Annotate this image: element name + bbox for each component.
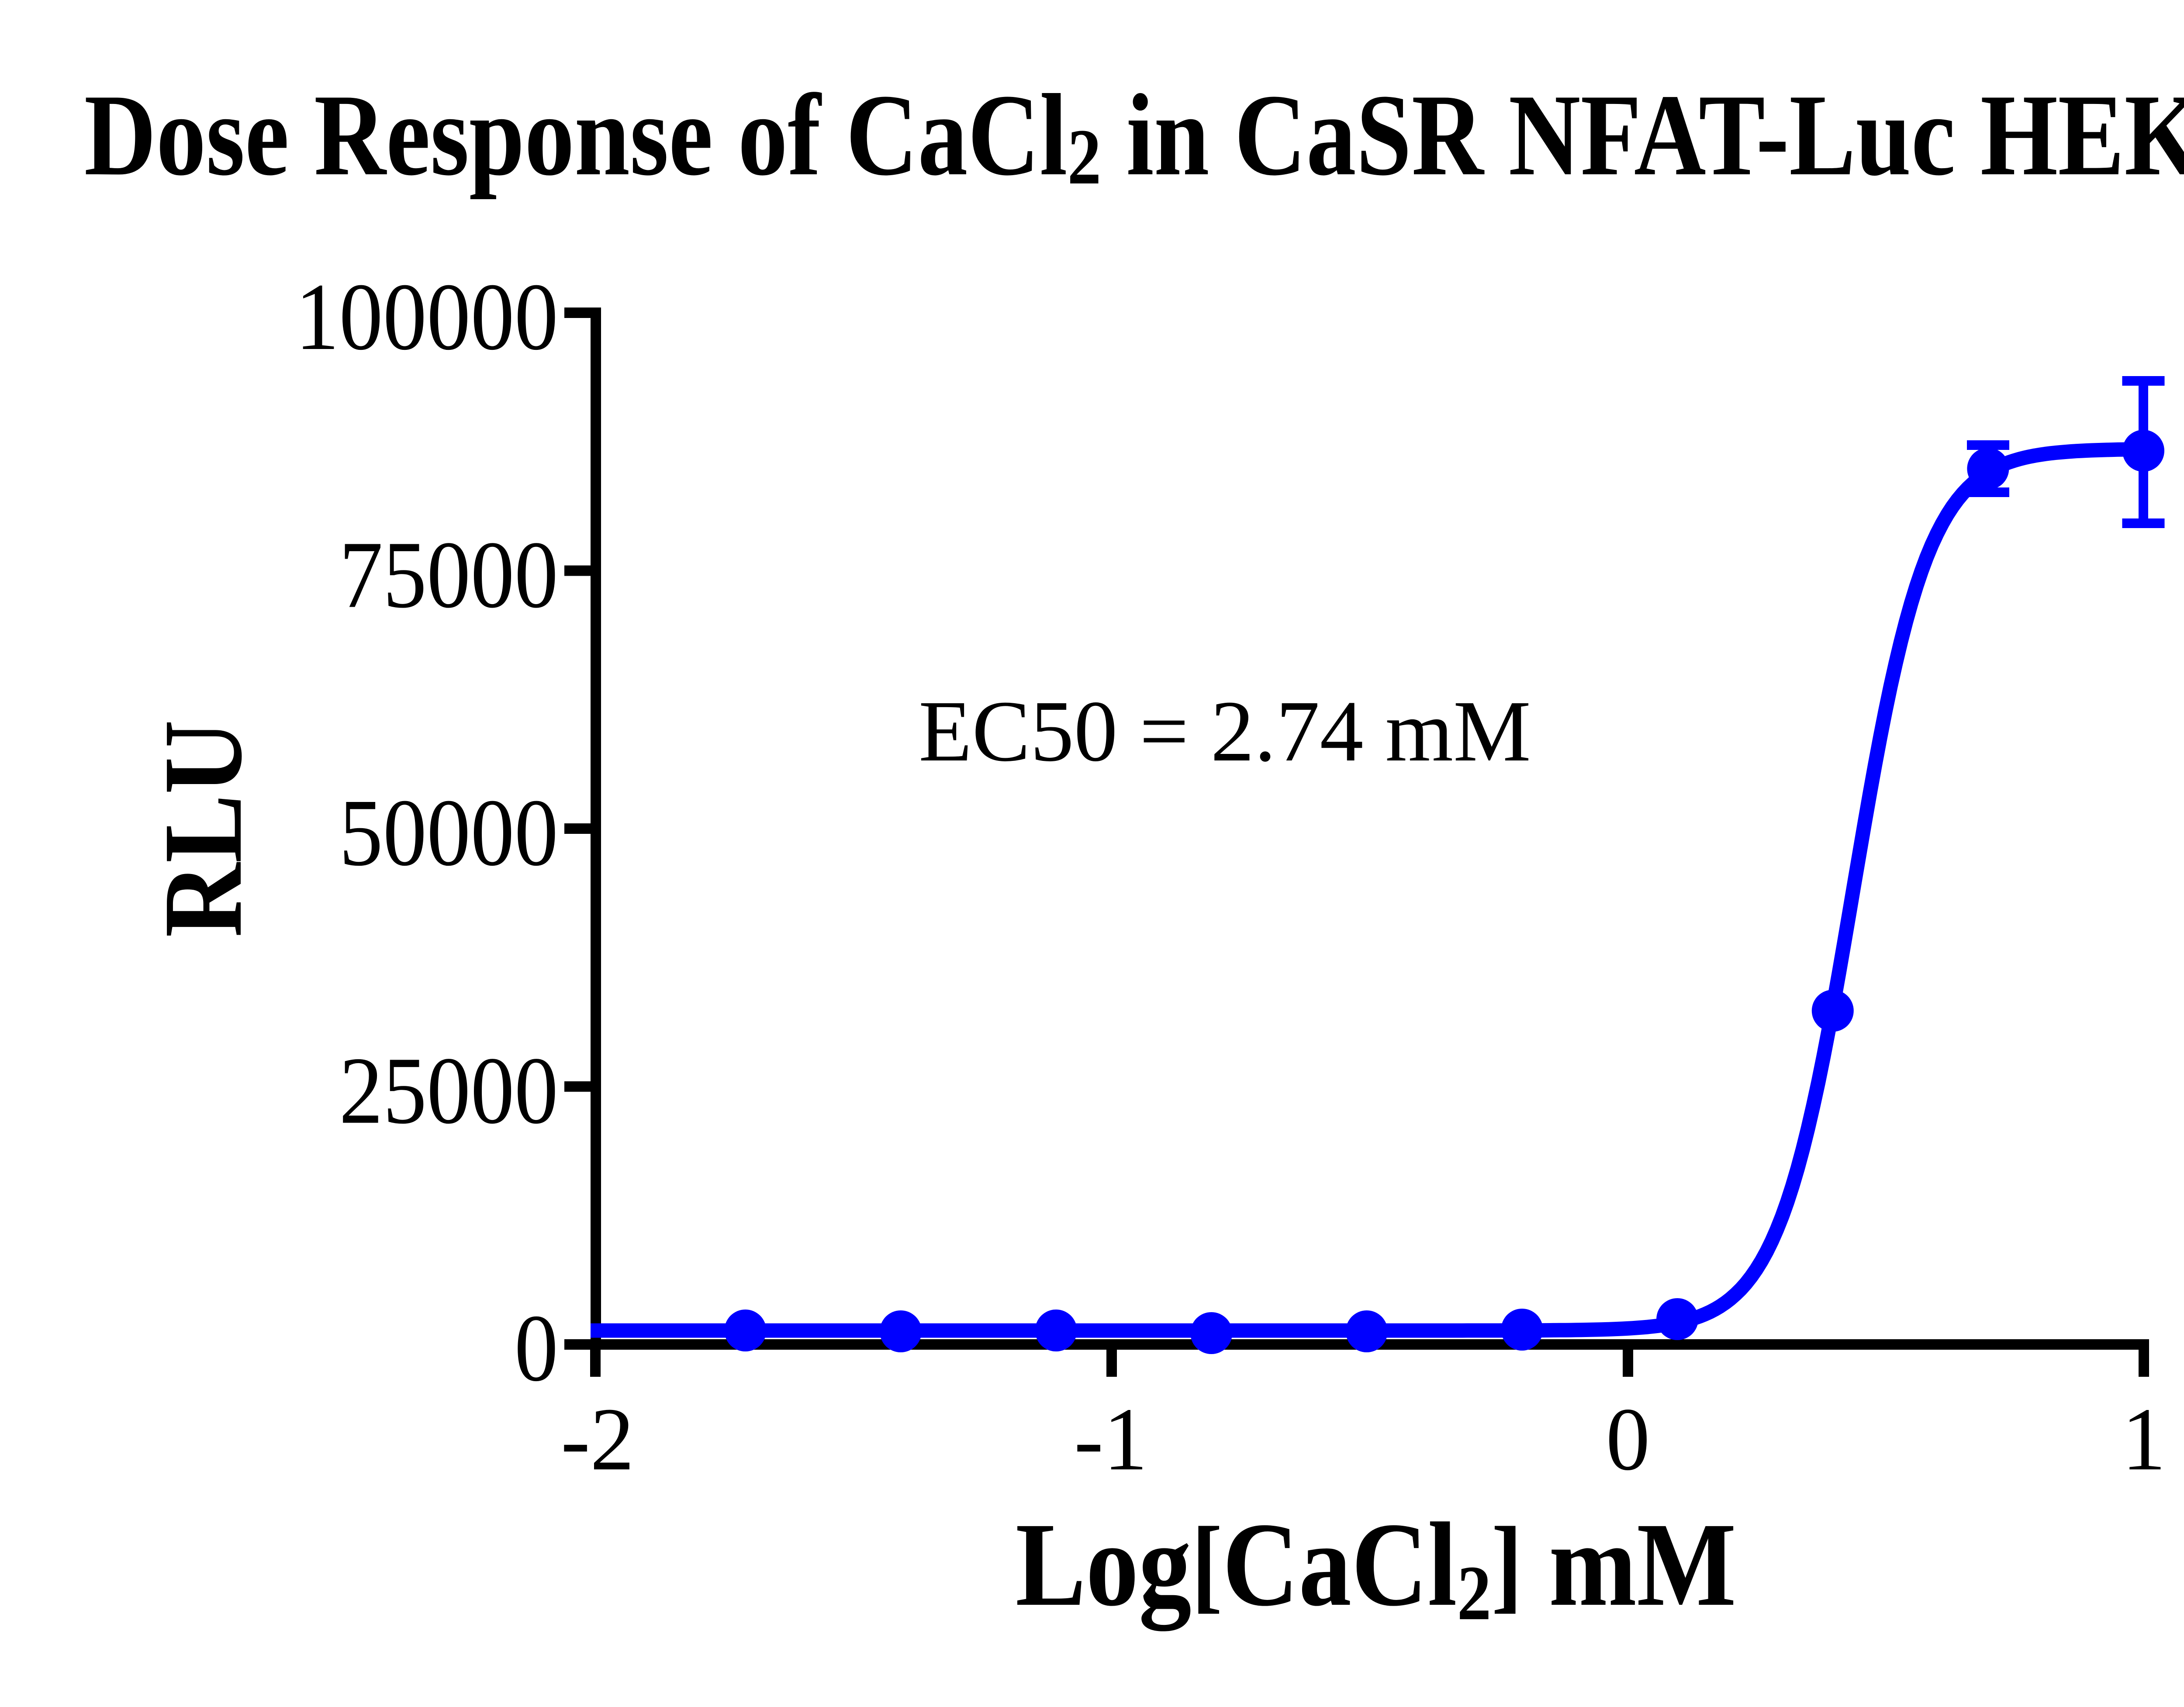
svg-text:50000: 50000 (339, 779, 558, 886)
svg-text:EC50 = 2.74 mM: EC50 = 2.74 mM (919, 683, 1531, 780)
svg-text:Dose Response of CaCl2 in CaSR: Dose Response of CaCl2 in CaSR NFAT-Luc … (84, 64, 2184, 200)
svg-text:1: 1 (2122, 1389, 2166, 1489)
svg-text:0: 0 (1606, 1389, 1650, 1489)
svg-text:-2: -2 (561, 1389, 634, 1489)
svg-text:25000: 25000 (339, 1037, 558, 1144)
svg-text:-1: -1 (1074, 1389, 1147, 1489)
svg-text:100000: 100000 (295, 263, 558, 370)
svg-text:Log[CaCl2] mM: Log[CaCl2] mM (1016, 1498, 1736, 1637)
svg-text:RLU: RLU (141, 720, 265, 937)
svg-text:75000: 75000 (339, 521, 558, 628)
svg-text:0: 0 (515, 1295, 558, 1402)
